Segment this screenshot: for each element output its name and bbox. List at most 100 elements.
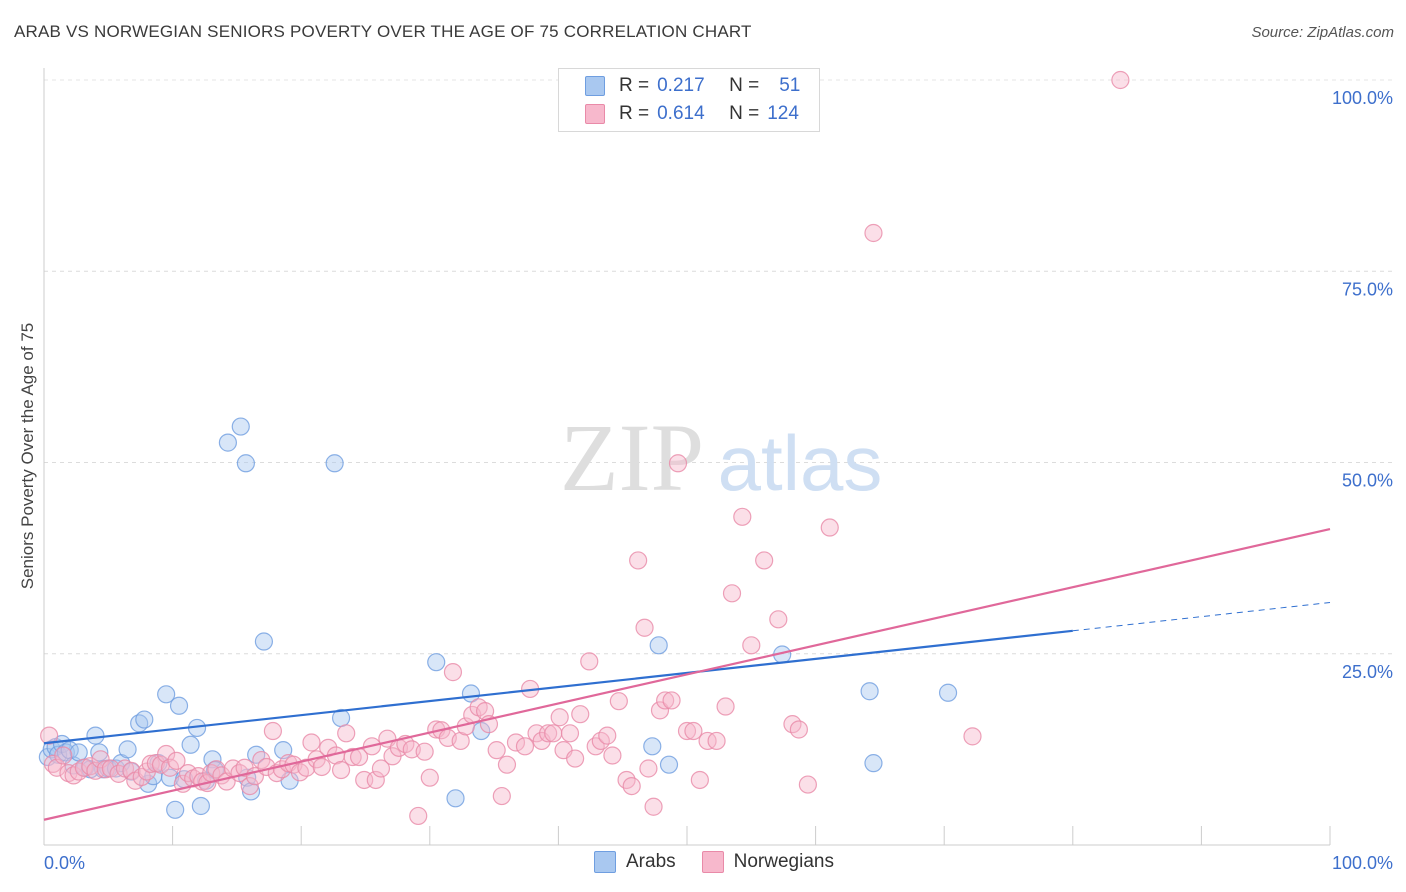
point-norwegians (820, 518, 839, 537)
trend-line-arabs (43, 629, 1073, 745)
series-swatch-arabs (594, 851, 616, 873)
y-axis-label: Seniors Poverty Over the Age of 75 (18, 322, 37, 590)
point-arabs (203, 750, 222, 769)
point-norwegians (656, 691, 675, 710)
legend-swatch-arabs (585, 76, 605, 96)
point-arabs (118, 740, 137, 759)
point-norwegians (622, 776, 641, 796)
watermark: ZIP atlas (560, 404, 882, 511)
series-legend: Arabs Norwegians (594, 851, 860, 873)
y-tick-label: 100.0% (1332, 88, 1393, 108)
watermark-atlas: atlas (718, 419, 883, 507)
point-norwegians (443, 663, 463, 682)
point-norwegians (677, 721, 697, 741)
point-norwegians (639, 759, 658, 778)
point-norwegians (331, 760, 351, 780)
point-arabs (938, 683, 958, 702)
series-label-norwegians: Norwegians (733, 851, 834, 872)
point-arabs (236, 454, 256, 473)
point-norwegians (290, 763, 310, 782)
point-norwegians (122, 761, 141, 780)
point-norwegians (515, 737, 535, 756)
point-norwegians (668, 454, 688, 473)
y-tick-label: 75.0% (1342, 279, 1393, 299)
point-norwegians (963, 727, 982, 746)
legend-r-value: 0.217 (657, 75, 705, 96)
point-arabs (446, 789, 465, 808)
point-norwegians (91, 750, 110, 769)
point-arabs (659, 755, 679, 774)
point-norwegians (240, 776, 259, 796)
x-tick-label-end: 100.0% (1332, 853, 1393, 873)
point-norwegians (337, 724, 356, 743)
data-points (38, 70, 1130, 826)
point-norwegians (560, 724, 580, 743)
axes (43, 68, 1331, 846)
point-arabs (69, 743, 88, 762)
point-norwegians (650, 701, 670, 720)
gridlines (44, 79, 1394, 655)
chart-source: Source: ZipAtlas.com (1251, 24, 1394, 41)
point-norwegians (566, 749, 585, 768)
tick-labels: 25.0% 50.0% 75.0% 100.0% 0.0% 100.0% (44, 88, 1393, 873)
series-swatch-norwegians (701, 851, 724, 873)
point-norwegians (492, 786, 511, 806)
point-arabs (169, 696, 189, 715)
point-norwegians (54, 746, 73, 765)
point-norwegians (798, 775, 817, 794)
point-norwegians (74, 758, 93, 777)
legend-swatch-norwegians (585, 104, 605, 124)
point-norwegians (609, 692, 628, 711)
point-arabs (191, 796, 210, 816)
point-arabs (247, 745, 266, 764)
point-norwegians (716, 697, 735, 716)
point-arabs (254, 632, 274, 651)
point-arabs (90, 743, 109, 762)
point-norwegians (1111, 70, 1130, 90)
point-norwegians (263, 721, 283, 741)
point-norwegians (644, 797, 663, 816)
legend-row-arabs: R = 0.217 N = 51 (585, 73, 800, 99)
series-legend-arabs: Arabs (594, 851, 676, 873)
point-norwegians (312, 757, 331, 777)
legend-n-value: 51 (779, 75, 801, 96)
series-legend-norwegians: Norwegians (701, 851, 834, 873)
point-arabs (864, 754, 883, 773)
point-norwegians (506, 733, 526, 752)
point-norwegians (141, 754, 160, 774)
point-arabs (166, 800, 185, 819)
legend-r-value: 0.614 (657, 103, 705, 124)
correlation-legend: R = 0.217 N = 51 R = 0.614 N = 124 (558, 68, 820, 132)
point-norwegians (487, 741, 506, 760)
legend-n-value: 124 (767, 103, 799, 124)
point-arabs (860, 682, 879, 701)
y-tick-label: 50.0% (1342, 471, 1393, 491)
y-tick-label: 25.0% (1342, 662, 1393, 682)
series-label-arabs: Arabs (626, 851, 676, 872)
point-norwegians (742, 636, 761, 655)
point-norwegians (586, 737, 605, 756)
point-norwegians (302, 733, 321, 752)
point-norwegians (167, 751, 186, 770)
point-arabs (135, 710, 154, 729)
point-norwegians (598, 726, 617, 745)
legend-n-label: N = (729, 75, 760, 96)
point-norwegians (343, 747, 362, 767)
point-norwegians (550, 708, 569, 727)
point-norwegians (544, 724, 563, 743)
point-norwegians (690, 770, 709, 790)
point-norwegians (415, 742, 434, 761)
point-norwegians (603, 746, 622, 765)
point-norwegians (864, 223, 883, 243)
point-norwegians (571, 705, 590, 724)
point-norwegians (178, 763, 198, 783)
legend-n-label: N = (729, 103, 760, 124)
point-norwegians (733, 507, 752, 526)
point-norwegians (635, 618, 654, 637)
point-norwegians (789, 720, 808, 739)
point-arabs (157, 685, 176, 704)
point-arabs (649, 636, 668, 655)
point-arabs (181, 735, 200, 754)
point-norwegians (371, 759, 391, 778)
point-norwegians (409, 806, 428, 826)
